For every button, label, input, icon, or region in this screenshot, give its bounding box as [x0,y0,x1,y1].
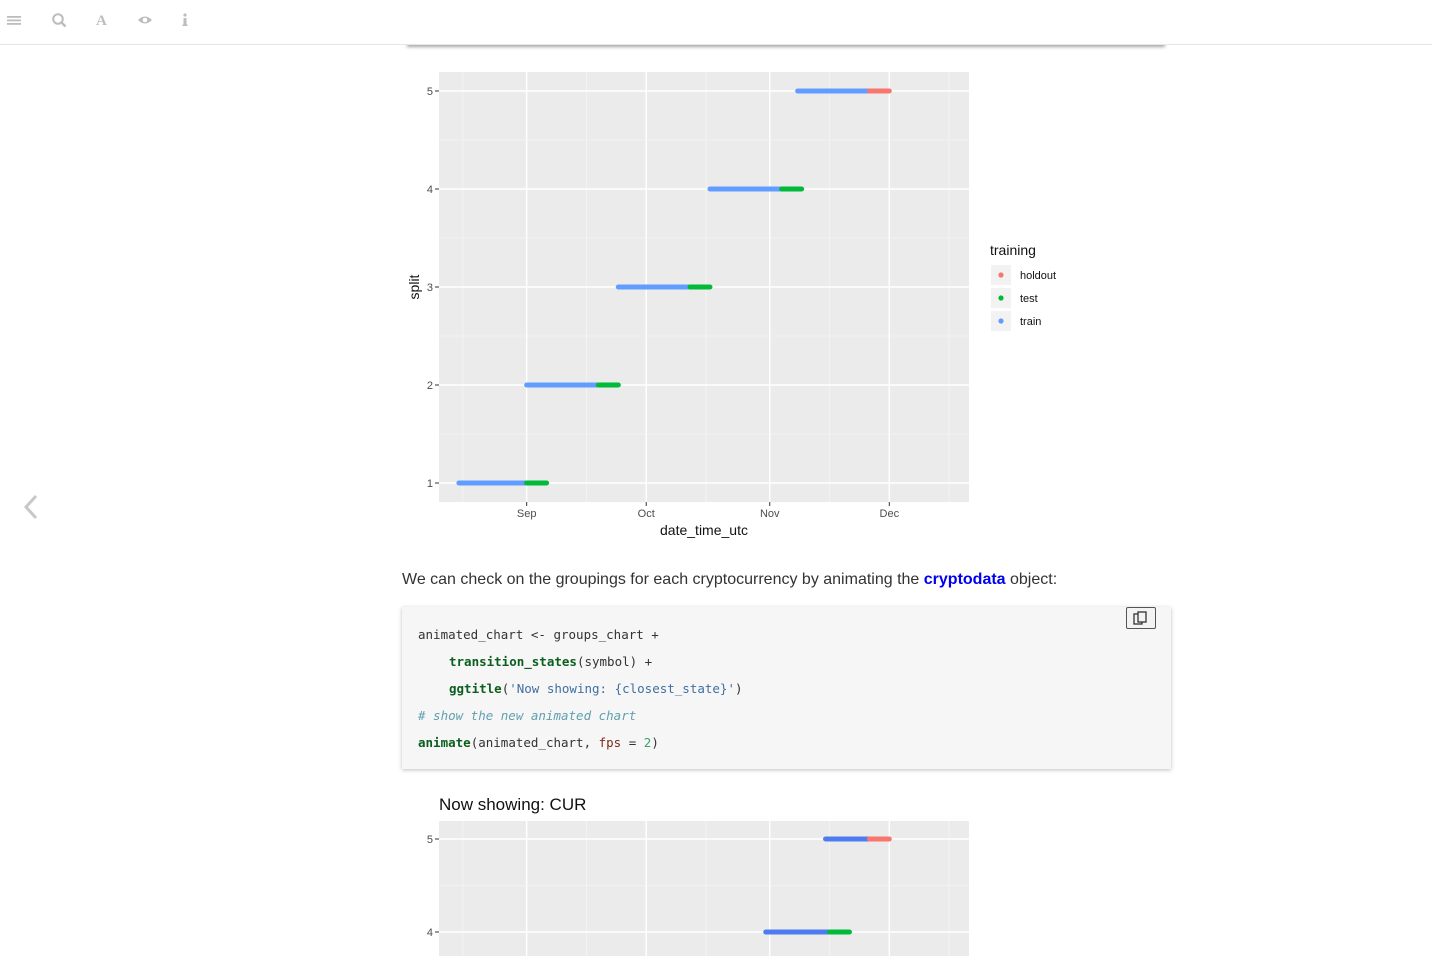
x-tick-label: Dec [880,508,900,520]
svg-text:A: A [96,13,107,29]
code-text: (animated_chart, [470,735,599,750]
code-line: animated_chart <- groups_chart + [418,626,743,653]
y-tick-label: 4 [427,184,433,196]
legend-title: training [990,242,1036,258]
code-line: transition_states(symbol) + [418,653,743,680]
code-content: animated_chart <- groups_chart + transit… [418,626,743,761]
code-function: animate [418,735,471,750]
code-line: # show the new animated chart [418,707,743,734]
copy-icon [1133,611,1147,625]
x-tick-label: Nov [760,508,780,520]
legend-label-test: test [1020,293,1038,305]
x-tick-label: Oct [638,508,655,520]
legend-label-train: train [1020,316,1041,328]
x-tick-label: Sep [517,508,537,520]
legend-swatch-test [998,295,1004,301]
code-function: transition_states [449,654,577,669]
code-argument: fps [598,735,622,750]
code-text: (symbol) + [576,654,653,669]
y-axis-label: split [406,274,422,299]
chart-title: Now showing: CUR [439,795,586,814]
copy-code-button[interactable] [1126,607,1156,629]
animated-chart-frame: Now showing: CUR 4 5 [427,795,969,956]
y-tick-label: 5 [427,834,433,846]
legend: training holdout test train [990,242,1056,331]
paragraph-text-before: We can check on the groupings for each c… [402,571,924,588]
eye-icon[interactable] [137,10,159,32]
legend-swatch-holdout [998,272,1004,278]
code-string: 'Now showing: {closest_state}' [509,681,735,696]
code-text: = [621,735,644,750]
paragraph: We can check on the groupings for each c… [402,570,1057,590]
code-text: ) [735,681,743,696]
code-text: ) [651,735,659,750]
code-block: animated_chart <- groups_chart + transit… [402,607,1171,769]
split-timeline-chart: 1 2 3 4 5 Sep Oct Nov Dec date_time_utc split tr… [406,72,1056,538]
chevron-left-icon[interactable] [18,490,46,524]
search-icon[interactable] [50,10,72,32]
paragraph-text-after: object: [1005,571,1058,588]
code-line: animate(animated_chart, fps = 2) [418,734,743,761]
legend-swatch-train [998,318,1004,324]
code-comment: # show the new animated chart [418,708,637,723]
font-icon[interactable]: A [94,10,116,32]
y-tick-label: 4 [427,927,433,939]
cryptodata-link[interactable]: cryptodata [923,571,1006,588]
code-line: ggtitle('Now showing: {closest_state}') [418,680,743,707]
y-tick-label: 2 [427,380,433,392]
top-toolbar: A [0,0,1432,45]
y-tick-label: 1 [427,478,433,490]
code-function: ggtitle [449,681,502,696]
menu-icon[interactable] [5,10,27,32]
y-tick-label: 3 [427,282,433,294]
info-icon[interactable] [178,10,200,32]
x-axis-label: date_time_utc [660,522,748,538]
code-text: animated_chart <- groups_chart + [418,627,659,642]
legend-label-holdout: holdout [1020,270,1056,282]
code-text: ( [501,681,510,696]
y-tick-label: 5 [427,86,433,98]
code-number: 2 [643,735,652,750]
